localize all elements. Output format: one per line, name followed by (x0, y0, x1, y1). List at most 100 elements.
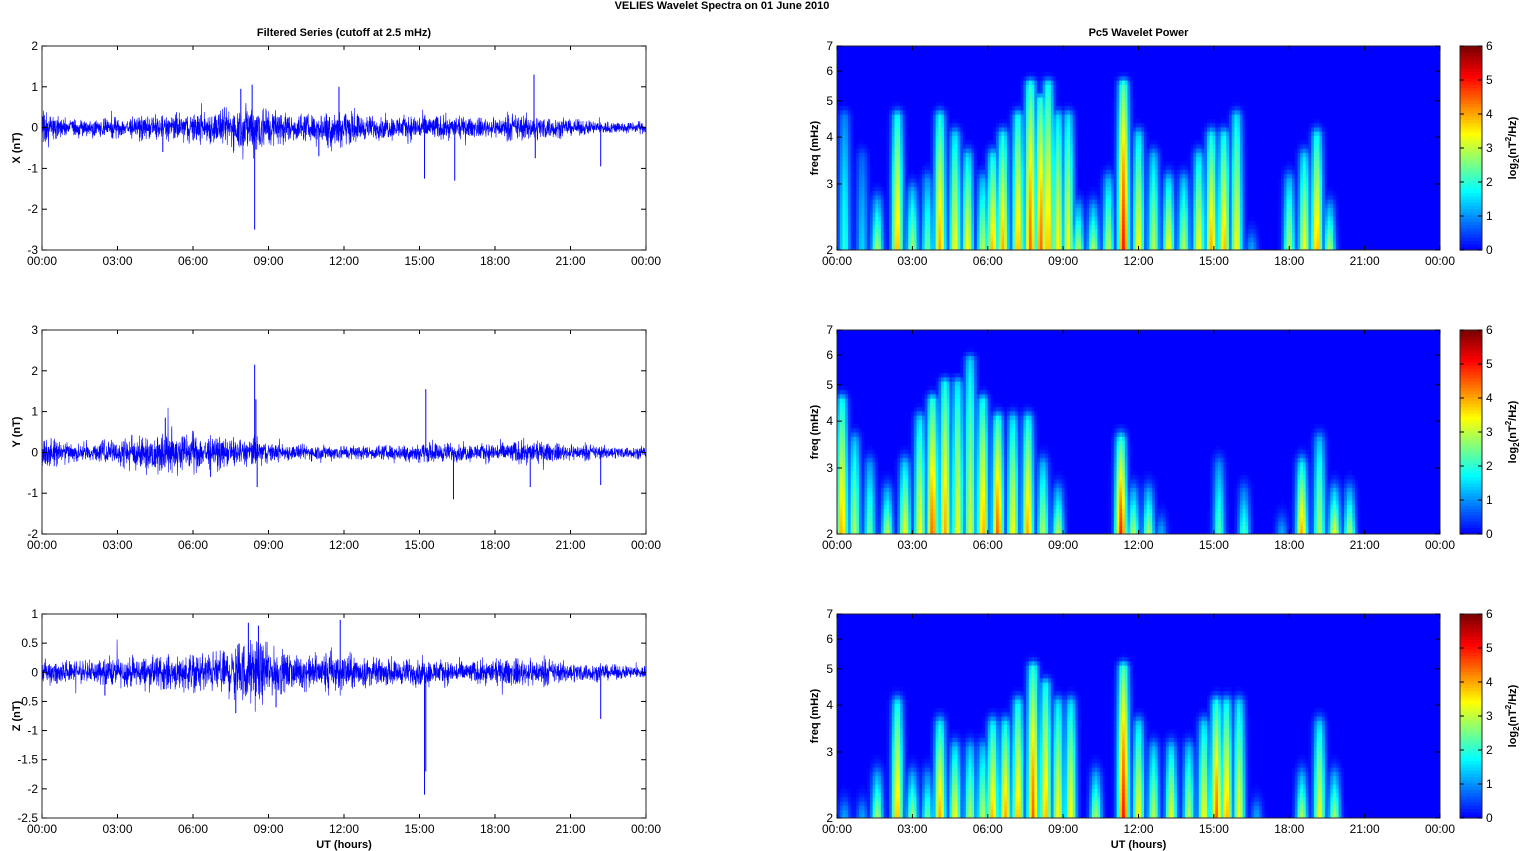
heatmap-cell (1212, 207, 1216, 213)
heatmap-cell (875, 228, 879, 234)
heatmap-cell (1124, 224, 1129, 230)
heatmap-cell (982, 228, 986, 234)
heatmap-cell (1039, 211, 1044, 217)
heatmap-cell (1185, 199, 1189, 204)
heatmap-cell (1078, 241, 1082, 247)
heatmap-cell (1168, 194, 1172, 200)
heatmap-cell (878, 224, 882, 230)
heatmap-cell (927, 241, 931, 247)
heatmap-cell (1017, 233, 1022, 238)
heatmap-cell (1138, 241, 1142, 247)
heatmap-cell (963, 241, 967, 247)
heatmap-cell (858, 207, 863, 213)
heatmap-cell (1429, 241, 1433, 247)
heatmap-cell (1286, 199, 1290, 204)
heatmap-cell (1097, 194, 1101, 200)
heatmap-cell (1305, 241, 1310, 247)
x-tick-label: 00:00 (631, 254, 661, 268)
heatmap-cell (1374, 220, 1378, 226)
heatmap-cell (1168, 245, 1172, 250)
heatmap-cell (1360, 224, 1364, 230)
heatmap-cell (883, 233, 887, 238)
heatmap-cell (998, 220, 1003, 226)
heatmap-cell (900, 228, 904, 234)
heatmap-cell (1048, 207, 1052, 213)
heatmap-cell (886, 207, 890, 213)
heatmap-cell (1248, 237, 1252, 243)
heatmap-cell (979, 233, 983, 238)
heatmap-cell (842, 207, 846, 213)
heatmap-cell (1080, 224, 1085, 230)
heatmap-cell (1434, 224, 1438, 230)
heatmap-cell (1061, 211, 1066, 217)
heatmap-cell (1157, 216, 1162, 221)
heatmap-cell (1346, 194, 1351, 200)
heatmap-cell (858, 245, 863, 250)
heatmap-cell (1026, 237, 1030, 243)
heatmap-cell (1017, 241, 1022, 247)
heatmap-cell (1045, 224, 1049, 230)
heatmap-cell (1376, 194, 1381, 200)
heatmap-cell (1261, 203, 1266, 209)
heatmap-cell (864, 245, 868, 250)
heatmap-cell (1256, 237, 1260, 243)
heatmap-cell (853, 237, 857, 243)
heatmap-cell (987, 194, 992, 200)
heatmap-cell (979, 203, 983, 209)
heatmap-cell (880, 203, 885, 209)
heatmap-cell (1141, 241, 1145, 247)
heatmap-cell (847, 199, 852, 204)
heatmap-cell (1371, 245, 1375, 250)
heatmap-cell (1360, 216, 1364, 221)
heatmap-cell (858, 220, 863, 226)
heatmap-cell (1404, 211, 1408, 217)
heatmap-cell (908, 194, 912, 200)
heatmap-cell (1083, 199, 1088, 204)
heatmap-cell (1078, 220, 1082, 226)
heatmap-cell (850, 203, 855, 209)
heatmap-cell (1231, 194, 1236, 200)
heatmap-cell (875, 245, 879, 250)
heatmap-cell (867, 203, 871, 209)
heatmap-cell (1031, 199, 1035, 204)
heatmap-cell (974, 237, 978, 243)
heatmap-cell (1248, 220, 1252, 226)
heatmap-cell (1091, 216, 1096, 221)
heatmap-cell (1004, 233, 1008, 238)
heatmap-cell (1059, 194, 1063, 200)
heatmap-cell (1333, 224, 1337, 230)
heatmap-cell (1311, 199, 1315, 204)
heatmap-cell (1226, 203, 1230, 209)
heatmap-cell (1404, 228, 1408, 234)
heatmap-cell (839, 207, 844, 213)
heatmap-cell (867, 224, 871, 230)
heatmap-cell (1154, 203, 1159, 209)
heatmap-cell (1327, 224, 1331, 230)
heatmap-cell (1409, 220, 1414, 226)
heatmap-cell (1363, 228, 1367, 234)
heatmap-cell (1415, 216, 1419, 221)
heatmap-cell (902, 237, 907, 243)
heatmap-cell (1349, 203, 1353, 209)
heatmap-cell (1396, 194, 1400, 200)
heatmap-cell (1333, 199, 1337, 204)
heatmap-cell (1401, 237, 1405, 243)
heatmap-cell (869, 220, 874, 226)
heatmap-cell (1171, 233, 1175, 238)
heatmap-cell (1423, 216, 1427, 221)
heatmap-cell (1116, 194, 1120, 200)
heatmap-cell (1171, 207, 1175, 213)
heatmap-cell (1190, 245, 1194, 250)
heatmap-cell (1333, 241, 1337, 247)
heatmap-cell (1352, 228, 1356, 234)
heatmap-cell (1267, 207, 1271, 213)
heatmap-cell (1097, 224, 1101, 230)
heatmap-cell (1179, 216, 1183, 221)
heatmap-cell (1028, 216, 1033, 221)
heatmap-cell (1111, 233, 1115, 238)
heatmap-cell (1064, 245, 1068, 250)
heatmap-cell (1083, 211, 1088, 217)
heatmap-cell (1072, 211, 1077, 217)
heatmap-cell (985, 220, 989, 226)
heatmap-cell (1143, 245, 1148, 250)
